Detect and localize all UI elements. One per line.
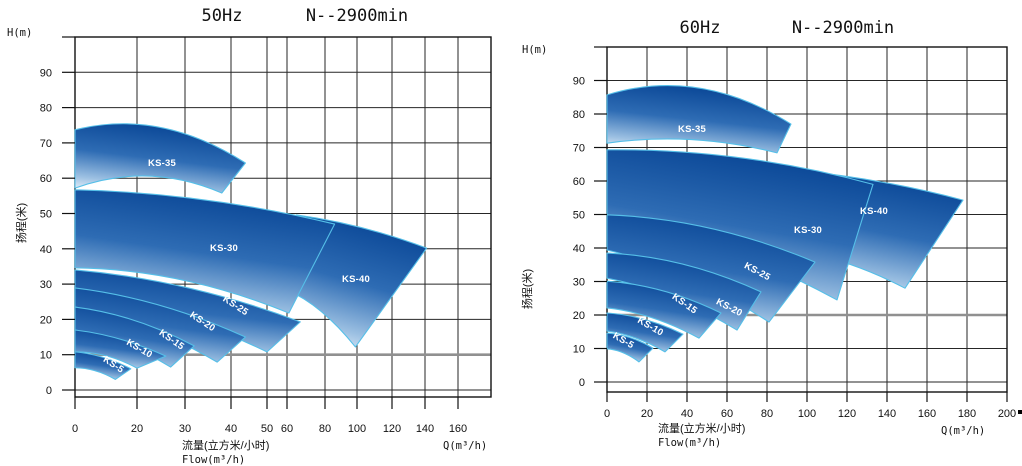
y-axis-unit-label: H(m) — [7, 27, 32, 39]
x-tick-label: 140 — [416, 423, 434, 435]
x-axis-label-en: Flow(m³/h) — [182, 454, 245, 466]
x-tick-label: 160 — [918, 408, 936, 420]
plot-area-50hz: KS-40KS-30KS-35KS-25KS-20KS-15KS-10KS-50… — [40, 36, 492, 435]
pump-label-ks-35: KS-35 — [678, 124, 706, 135]
plot-area-60hz: KS-40KS-30KS-35KS-25KS-20KS-15KS-10KS-50… — [573, 46, 1022, 420]
y-tick-label: 60 — [573, 176, 585, 188]
y-tick-label: 70 — [40, 138, 52, 150]
x-tick-label: 80 — [761, 408, 773, 420]
y-tick-label: 10 — [40, 350, 52, 362]
pump-label-ks-40: KS-40 — [342, 274, 370, 285]
chart-60hz: KS-40KS-30KS-35KS-25KS-20KS-15KS-10KS-50… — [520, 18, 1022, 449]
x-tick-label: 0 — [72, 423, 78, 435]
y-tick-label: 10 — [573, 344, 585, 356]
y-tick-label: 50 — [573, 210, 585, 222]
x-tick-label: 120 — [383, 423, 401, 435]
y-tick-label: 20 — [40, 314, 52, 326]
pump-envelope-ks-35 — [606, 85, 792, 154]
x-axis-label-cn: 流量(立方米/小时) — [658, 421, 745, 435]
y-tick-label: 90 — [573, 76, 585, 88]
y-tick-label: 90 — [40, 67, 52, 79]
pump-label-ks-30: KS-30 — [210, 243, 238, 254]
y-tick-label: 80 — [573, 109, 585, 121]
y-tick-label: 20 — [573, 310, 585, 322]
x-tick-label: 40 — [681, 408, 693, 420]
tick-label-dot — [1018, 410, 1022, 414]
x-tick-label: 200 — [998, 408, 1016, 420]
x-tick-label: 160 — [449, 423, 467, 435]
chart-title-frequency: 50Hz — [202, 6, 243, 26]
x-tick-label: 100 — [798, 408, 816, 420]
x-tick-label: 180 — [958, 408, 976, 420]
x-tick-label: 140 — [878, 408, 896, 420]
flow-unit-label: Q(m³/h) — [941, 425, 985, 437]
pump-envelope-ks-10 — [606, 312, 684, 353]
y-tick-label: 0 — [579, 377, 585, 389]
x-tick-label: 40 — [225, 423, 237, 435]
pump-envelope-ks-15 — [606, 280, 722, 339]
pump-envelope-ks-30 — [74, 189, 336, 314]
x-tick-label: 80 — [319, 423, 331, 435]
y-tick-label: 30 — [573, 277, 585, 289]
x-tick-label: 0 — [604, 408, 610, 420]
y-axis-side-label: 扬程(米) — [14, 203, 28, 243]
y-tick-label: 40 — [573, 243, 585, 255]
y-tick-label: 60 — [40, 173, 52, 185]
y-tick-label: 50 — [40, 209, 52, 221]
x-tick-label: 30 — [179, 423, 191, 435]
y-axis-side-label: 扬程(米) — [520, 269, 534, 309]
chart-50hz: KS-40KS-30KS-35KS-25KS-20KS-15KS-10KS-50… — [7, 6, 492, 466]
pump-label-ks-35: KS-35 — [148, 158, 176, 169]
x-tick-label: 120 — [838, 408, 856, 420]
pump-envelope-ks-5 — [74, 351, 132, 380]
chart-title-speed: N--2900min — [792, 18, 894, 38]
pump-envelope-ks-5 — [606, 332, 654, 363]
pump-envelope-ks-10 — [74, 329, 167, 369]
pump-envelope-ks-35 — [74, 123, 246, 194]
y-tick-label: 40 — [40, 244, 52, 256]
y-tick-label: 70 — [573, 143, 585, 155]
y-tick-label: 80 — [40, 103, 52, 115]
x-tick-label: 20 — [131, 423, 143, 435]
x-tick-label: 60 — [721, 408, 733, 420]
x-axis-label-en: Flow(m³/h) — [658, 437, 721, 449]
flow-unit-label: Q(m³/h) — [443, 440, 487, 452]
chart-title-frequency: 60Hz — [680, 18, 721, 38]
y-tick-label: 0 — [46, 385, 52, 397]
x-tick-label: 100 — [348, 423, 366, 435]
x-axis-label-cn: 流量(立方米/小时) — [182, 438, 269, 452]
x-tick-label: 20 — [641, 408, 653, 420]
y-axis-unit-label: H(m) — [522, 44, 547, 56]
chart-title-speed: N--2900min — [306, 6, 408, 26]
pump-label-ks-30: KS-30 — [794, 225, 822, 236]
pump-label-ks-40: KS-40 — [860, 206, 888, 217]
x-tick-label: 60 — [281, 423, 293, 435]
x-tick-label: 50 — [261, 423, 273, 435]
y-tick-label: 30 — [40, 279, 52, 291]
